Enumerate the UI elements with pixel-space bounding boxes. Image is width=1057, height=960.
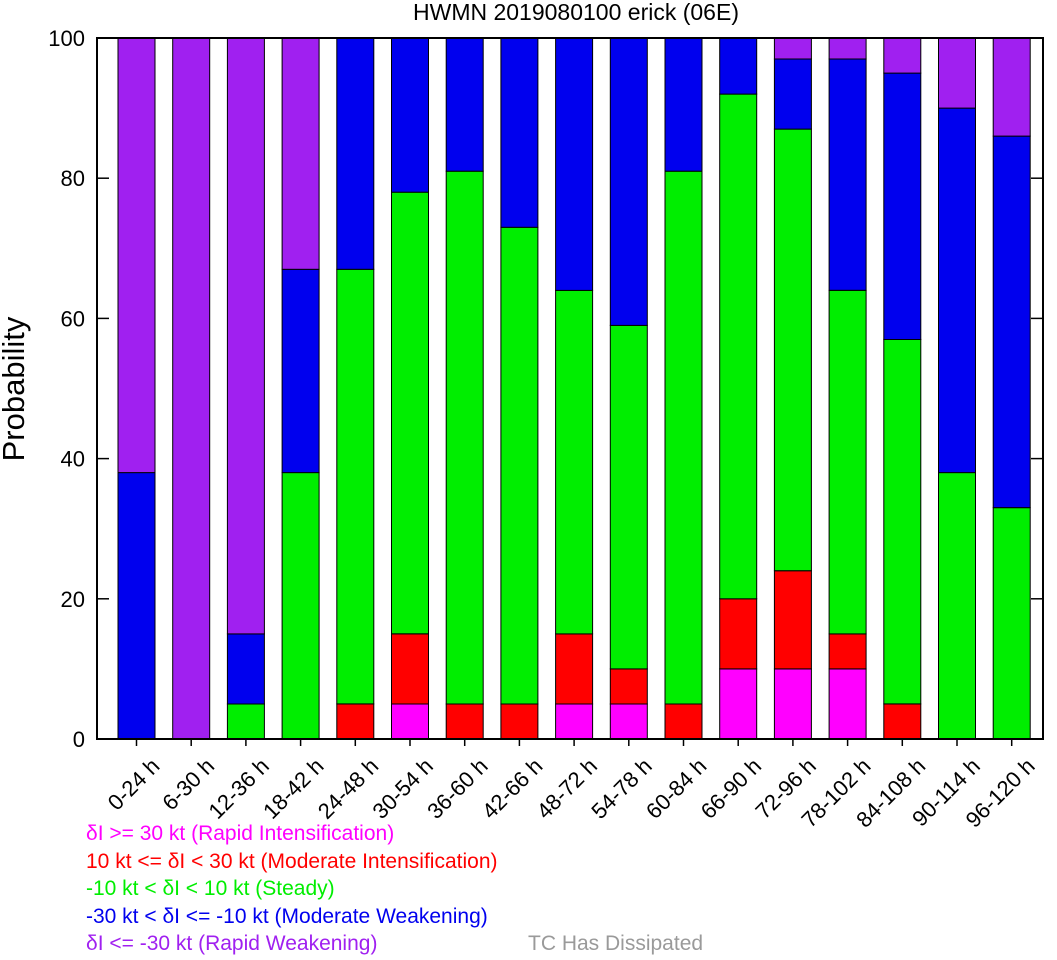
bar-segment-steady-9	[609, 324, 648, 670]
bar-segment-mw-10	[664, 37, 703, 172]
bar-segment-ri-11	[719, 668, 758, 740]
chart-title: HWMN 2019080100 erick (06E)	[413, 0, 739, 25]
legend: δI >= 30 kt (Rapid Intensification) 10 k…	[86, 820, 498, 958]
x-ticks-group: 0-24 h6-30 h12-36 h18-42 h24-48 h30-54 h…	[103, 739, 1040, 832]
bar-segment-steady-7	[500, 226, 539, 705]
y-tick-label-0: 0	[73, 727, 85, 752]
bar-segment-steady-13	[828, 289, 867, 635]
x-tick-label-4: 24-48 h	[313, 753, 383, 823]
dissipated-note: TC Has Dissipated	[528, 932, 704, 955]
bar-segment-mi-12	[773, 570, 812, 670]
y-tick-label-60: 60	[61, 306, 85, 331]
x-tick-label-3: 18-42 h	[258, 753, 328, 823]
x-tick-label-9: 54-78 h	[586, 753, 656, 823]
bar-segment-rw-0	[117, 37, 156, 474]
bar-segment-steady-16	[992, 507, 1031, 740]
bar-segment-mw-4	[336, 37, 375, 270]
bar-segment-mw-16	[992, 135, 1031, 509]
x-tick-label-0: 0-24 h	[103, 753, 165, 815]
bar-segment-steady-12	[773, 128, 812, 572]
y-ticks-group: 0 20 40 60 80 100	[48, 26, 1043, 752]
bar-segment-steady-2	[226, 703, 265, 740]
x-tick-label-2: 12-36 h	[203, 753, 273, 823]
bar-segment-mi-4	[336, 703, 375, 740]
bar-segment-mw-14	[883, 72, 922, 340]
bar-segment-steady-3	[281, 472, 320, 740]
bar-segment-mw-2	[226, 633, 265, 705]
plot-frame	[96, 37, 1044, 740]
legend-label: -30 kt < δI <= -10 kt (Moderate Weakenin…	[86, 904, 488, 928]
bar-segment-steady-5	[391, 191, 429, 635]
bar-segment-steady-8	[555, 289, 594, 635]
legend-label: δI >= 30 kt (Rapid Intensification)	[86, 822, 395, 845]
legend-item-moderate-intensification: 10 kt <= δI < 30 kt (Moderate Intensific…	[86, 848, 498, 876]
bar-segment-ri-8	[555, 703, 594, 740]
x-tick-label-8: 48-72 h	[532, 753, 602, 823]
bar-segment-mw-3	[281, 268, 320, 474]
bar-segment-mw-15	[938, 107, 976, 474]
bar-segment-ri-13	[828, 668, 867, 740]
legend-item-rapid-intensification: δI >= 30 kt (Rapid Intensification)	[86, 820, 498, 848]
bar-segment-mw-13	[828, 58, 867, 291]
bar-segment-steady-10	[664, 170, 703, 705]
bar-segment-ri-9	[609, 703, 648, 740]
bar-segment-mw-5	[391, 37, 429, 193]
x-tick-label-11: 66-90 h	[696, 753, 766, 823]
bar-segment-rw-2	[226, 37, 265, 635]
bar-segment-mw-6	[445, 37, 484, 172]
y-tick-label-80: 80	[61, 166, 85, 191]
legend-label: δI <= -30 kt (Rapid Weakening)	[86, 932, 378, 955]
bar-segment-rw-3	[281, 37, 320, 270]
bar-segment-ri-5	[391, 703, 429, 740]
x-tick-label-6: 36-60 h	[422, 753, 492, 823]
x-tick-label-10: 60-84 h	[641, 753, 711, 823]
bar-segment-mw-0	[117, 472, 156, 740]
bar-segment-mw-12	[773, 58, 812, 130]
bar-segment-mi-11	[719, 598, 758, 670]
bar-segment-steady-11	[719, 93, 758, 600]
bar-segment-rw-15	[938, 37, 976, 109]
bar-segment-mw-8	[555, 37, 594, 291]
bar-segment-mi-13	[828, 633, 867, 670]
y-tick-label-20: 20	[61, 587, 85, 612]
legend-item-steady: -10 kt < δI < 10 kt (Steady)	[86, 875, 498, 903]
bar-segment-mw-9	[609, 37, 648, 326]
bar-segment-mw-11	[719, 37, 758, 95]
bar-segment-mi-5	[391, 633, 429, 705]
legend-item-moderate-weakening: -30 kt < δI <= -10 kt (Moderate Weakenin…	[86, 903, 498, 931]
bar-segment-steady-14	[883, 338, 922, 705]
bar-segment-ri-12	[773, 668, 812, 740]
y-axis-label: Probability	[0, 316, 31, 461]
bar-segment-mi-10	[664, 703, 703, 740]
bar-segment-steady-15	[938, 472, 976, 740]
bar-segment-rw-13	[828, 37, 867, 60]
bar-segment-steady-6	[445, 170, 484, 705]
legend-label: -10 kt < δI < 10 kt (Steady)	[86, 877, 335, 900]
bar-segment-rw-16	[992, 37, 1031, 137]
bar-segment-mw-7	[500, 37, 539, 228]
bar-segment-mi-7	[500, 703, 539, 740]
bar-segment-rw-14	[883, 37, 922, 74]
bar-segment-mi-6	[445, 703, 484, 740]
x-tick-label-7: 42-66 h	[477, 753, 547, 823]
bar-segment-mi-14	[883, 703, 922, 740]
bar-segment-rw-12	[773, 37, 812, 60]
legend-item-rapid-weakening: δI <= -30 kt (Rapid Weakening)	[86, 930, 498, 958]
y-tick-label-100: 100	[48, 26, 85, 51]
bar-segment-mi-8	[555, 633, 594, 705]
bars-group	[117, 37, 1031, 740]
y-tick-label-40: 40	[61, 447, 85, 472]
bar-segment-steady-4	[336, 268, 375, 705]
bar-segment-rw-1	[172, 37, 211, 740]
legend-label: 10 kt <= δI < 30 kt (Moderate Intensific…	[86, 849, 498, 873]
x-tick-label-5: 30-54 h	[368, 753, 438, 823]
bar-segment-mi-9	[609, 668, 648, 705]
